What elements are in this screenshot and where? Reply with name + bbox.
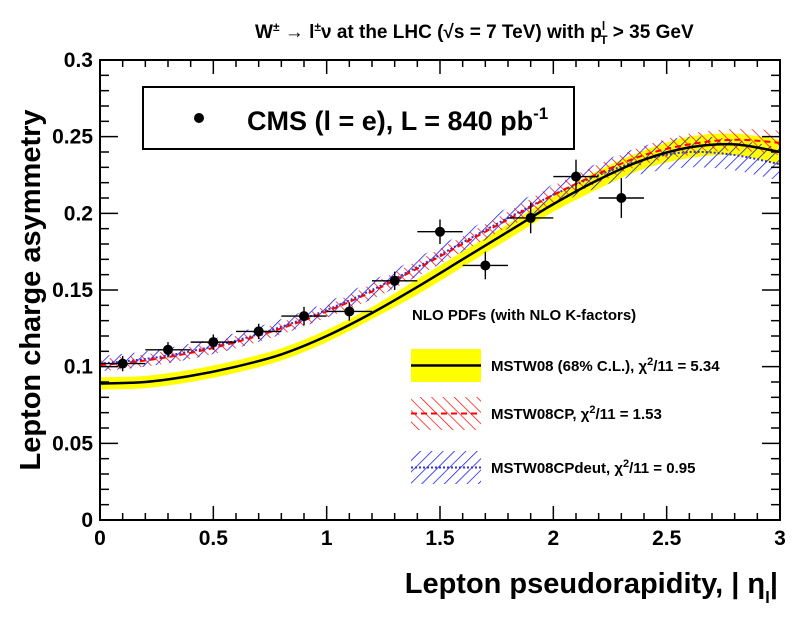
data-point [236, 323, 282, 340]
data-marker [571, 171, 581, 182]
legend-item-mstw08cp: MSTW08CP, χ2/11 = 1.53 [411, 397, 662, 430]
curve-mstw08cpdeut [100, 150, 780, 365]
data-marker [389, 275, 400, 286]
x-tick-label: 1 [321, 527, 333, 550]
data-marker [253, 326, 264, 337]
data-marker [525, 212, 536, 223]
data-marker [208, 337, 219, 348]
legend-label-mstw08cpdeut: MSTW08CPdeut, χ2/11 = 0.95 [491, 458, 695, 477]
data-box-marker [194, 113, 204, 123]
data-point [326, 302, 372, 321]
tick-labels: 0 0.5 1 1.5 2 2.5 3 0 0.05 0.1 0.15 0.2 0.25 0.3 [52, 49, 786, 550]
x-axis-title: Lepton pseudorapidity, | ηl| [405, 568, 778, 607]
x-tick-label: 3 [774, 527, 786, 550]
y-tick-label: 0.3 [64, 49, 93, 72]
data-marker [344, 306, 355, 317]
data-marker [163, 344, 173, 355]
data-points [100, 159, 644, 372]
data-point [100, 355, 146, 372]
data-box-label: CMS (l = e), L = 840 pb-1 [247, 104, 548, 136]
data-point [372, 271, 418, 290]
legend-label-mstw08cp: MSTW08CP, χ2/11 = 1.53 [491, 404, 662, 423]
legend: NLO PDFs (with NLO K-factors) MSTW08 (68… [411, 307, 720, 484]
data-marker [435, 226, 445, 237]
data-point [281, 306, 327, 326]
data-marker [117, 358, 128, 369]
data-marker [480, 260, 491, 271]
x-tick-label: 0 [94, 527, 106, 550]
chart-title: W± → l±ν at the LHC (√s = 7 TeV) with pl… [255, 19, 694, 47]
data-marker [616, 193, 627, 203]
curve-mstw08 [100, 142, 780, 385]
y-tick-label: 0.25 [52, 126, 93, 149]
legend-swatch-band-mstw08cpdeut [411, 451, 481, 484]
data-point [190, 334, 236, 350]
axis-ticks [99, 59, 781, 521]
x-tick-label: 2 [547, 527, 559, 550]
data-point [598, 178, 644, 218]
band-mstw08cp [100, 128, 780, 372]
legend-label-mstw08: MSTW08 (68% C.L.), χ2/11 = 5.34 [491, 356, 720, 375]
data-point [417, 219, 463, 244]
legend-item-mstw08cpdeut: MSTW08CPdeut, χ2/11 = 0.95 [411, 451, 695, 484]
legend-header: NLO PDFs (with NLO K-factors) [412, 307, 636, 324]
data-box-frame [142, 86, 575, 150]
y-tick-label: 0 [81, 509, 93, 532]
data-box: CMS (l = e), L = 840 pb-1 [142, 86, 575, 150]
data-point [508, 202, 554, 234]
x-tick-label: 2.5 [652, 527, 682, 550]
data-marker [299, 311, 309, 322]
data-point [462, 251, 508, 280]
y-tick-label: 0.15 [52, 279, 93, 302]
y-axis-title: Lepton charge asymmetry [15, 109, 47, 470]
legend-item-mstw08: MSTW08 (68% C.L.), χ2/11 = 5.34 [411, 349, 720, 382]
data-point [145, 342, 191, 358]
x-tick-label: 1.5 [425, 527, 455, 550]
y-tick-label: 0.2 [64, 202, 93, 225]
y-tick-label: 0.1 [64, 356, 94, 379]
x-tick-label: 0.5 [199, 527, 229, 550]
y-tick-label: 0.05 [52, 432, 93, 455]
data-point [553, 159, 599, 194]
